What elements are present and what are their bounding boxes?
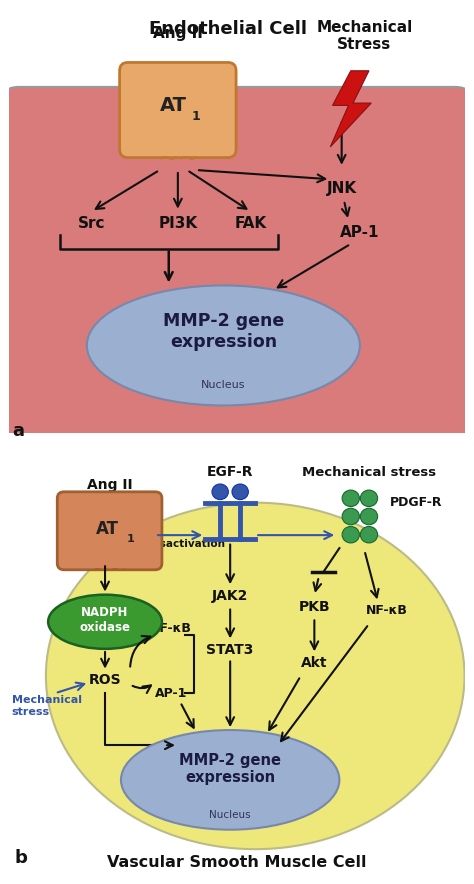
Text: Endothelial Cell: Endothelial Cell (149, 20, 307, 38)
Text: AT: AT (160, 95, 187, 115)
Text: Akt: Akt (301, 656, 328, 670)
Circle shape (212, 484, 228, 499)
Ellipse shape (121, 730, 339, 830)
Text: Transactivation: Transactivation (135, 538, 226, 549)
Text: AP-1: AP-1 (155, 687, 187, 700)
Text: ~~: ~~ (91, 560, 128, 580)
Text: FAK: FAK (235, 216, 267, 231)
Text: NADPH
oxidase: NADPH oxidase (80, 606, 130, 634)
Text: Src: Src (78, 216, 105, 231)
FancyBboxPatch shape (119, 63, 236, 157)
Ellipse shape (46, 503, 465, 850)
FancyBboxPatch shape (57, 492, 162, 570)
FancyBboxPatch shape (0, 87, 474, 438)
Text: NF-κB: NF-κB (150, 621, 192, 635)
Circle shape (360, 490, 378, 507)
Text: Nucleus: Nucleus (210, 810, 251, 819)
Text: Mechanical
stress: Mechanical stress (12, 696, 82, 717)
Circle shape (342, 490, 359, 507)
Text: Nucleus: Nucleus (201, 380, 246, 390)
Ellipse shape (48, 595, 162, 649)
Text: JNK: JNK (327, 181, 357, 196)
Text: Mechanical stress: Mechanical stress (302, 466, 436, 479)
Polygon shape (330, 71, 371, 147)
Text: EGF-R: EGF-R (207, 465, 254, 479)
Text: PI3K: PI3K (158, 216, 197, 231)
Text: Vascular Smooth Muscle Cell: Vascular Smooth Muscle Cell (107, 855, 367, 870)
Text: MMP-2 gene
expression: MMP-2 gene expression (179, 753, 281, 785)
Text: STAT3: STAT3 (207, 643, 254, 657)
Text: AP-1: AP-1 (340, 225, 380, 240)
Text: a: a (13, 422, 25, 440)
Ellipse shape (87, 286, 360, 406)
Text: Ang II: Ang II (87, 478, 132, 492)
Circle shape (342, 527, 359, 543)
Text: PDGF-R: PDGF-R (390, 496, 442, 509)
Text: JAK2: JAK2 (212, 589, 248, 603)
Text: ~~: ~~ (157, 147, 199, 171)
Circle shape (360, 527, 378, 543)
Circle shape (232, 484, 248, 499)
Text: MMP-2 gene
expression: MMP-2 gene expression (163, 312, 284, 351)
Text: NF-κB: NF-κB (366, 605, 408, 617)
Text: ROS: ROS (89, 674, 121, 687)
Text: Ang II: Ang II (153, 27, 203, 42)
Text: 1: 1 (191, 110, 201, 124)
Circle shape (342, 508, 359, 525)
Text: Mechanical
Stress: Mechanical Stress (316, 20, 412, 52)
Text: b: b (14, 849, 27, 867)
Text: PKB: PKB (299, 599, 330, 613)
Text: 1: 1 (126, 535, 134, 545)
Text: AT: AT (96, 520, 119, 537)
Circle shape (360, 508, 378, 525)
